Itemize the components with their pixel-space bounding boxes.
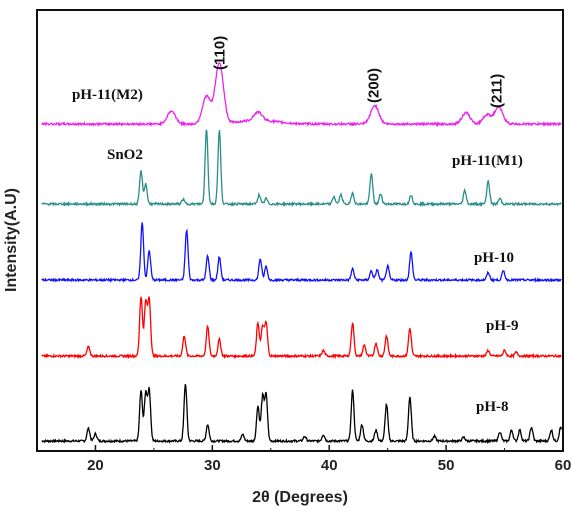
series-label: pH-10 <box>474 250 514 266</box>
x-axis-ticks: 20 30 40 50 60 <box>87 445 571 474</box>
x-tick-label: 50 <box>438 457 455 474</box>
peak-labels: SnO2 (110) (200) (211) <box>107 36 505 163</box>
x-tick-label: 30 <box>204 457 221 474</box>
x-tick-label: 20 <box>87 457 104 474</box>
series-line-ph-11-m2- <box>41 62 562 128</box>
x-tick-label: 60 <box>555 457 572 474</box>
peak-label: (110) <box>211 36 228 70</box>
series-label: pH-9 <box>486 318 519 334</box>
y-axis-title: Intensity(A.U) <box>3 188 20 292</box>
x-tick-label: 40 <box>321 457 338 474</box>
series-curves <box>41 62 563 445</box>
peak-label: (200) <box>366 68 383 103</box>
series-line-ph-9 <box>41 296 562 360</box>
series-line-ph-11-m1- <box>41 129 562 208</box>
x-axis-title: 2θ (Degrees) <box>252 489 348 506</box>
plot-frame <box>36 9 564 452</box>
series-label: pH-8 <box>476 399 509 415</box>
peak-label: (211) <box>488 74 505 108</box>
series-line-ph-8 <box>41 384 563 445</box>
annotation-sno2: SnO2 <box>107 147 143 163</box>
plot-border <box>36 9 564 452</box>
series-label: pH-11(M2) <box>72 87 143 103</box>
series-label: pH-11(M1) <box>452 153 523 169</box>
series-labels: pH-8 pH-9 pH-10 pH-11(M1) pH-11(M2) <box>72 87 523 415</box>
series-line-ph-10 <box>41 222 562 284</box>
